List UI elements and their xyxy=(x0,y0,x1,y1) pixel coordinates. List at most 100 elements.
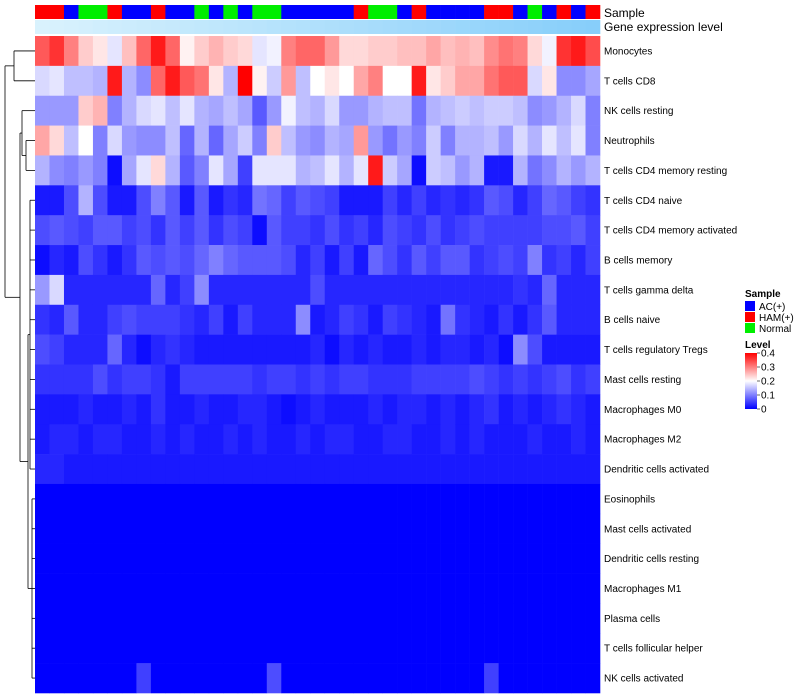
heatmap-cell xyxy=(527,155,543,186)
heatmap-cell xyxy=(223,663,239,694)
sample-cell-normal xyxy=(252,5,268,19)
heatmap-cell xyxy=(469,125,485,156)
heatmap-cell xyxy=(237,274,253,306)
heatmap-cell xyxy=(165,215,181,246)
expression-cell xyxy=(571,20,586,34)
heatmap-cell xyxy=(339,394,355,425)
heatmap-cell xyxy=(295,424,311,455)
heatmap-cell xyxy=(542,334,557,365)
heatmap-cell xyxy=(208,245,224,276)
heatmap-cell xyxy=(397,633,412,664)
heatmap-cell xyxy=(295,603,311,634)
heatmap-cell xyxy=(455,633,470,664)
heatmap-cell xyxy=(252,36,268,67)
heatmap-cell xyxy=(324,334,340,365)
heatmap-cell xyxy=(63,603,79,634)
heatmap-cell xyxy=(455,603,470,634)
heatmap-cell xyxy=(78,483,94,515)
sample-cell-ham xyxy=(498,5,514,19)
heatmap-cell xyxy=(513,483,528,515)
heatmap-cell xyxy=(324,364,340,395)
heatmap-cell xyxy=(513,543,528,574)
heatmap-cell xyxy=(368,334,383,365)
heatmap-cell xyxy=(585,334,601,365)
heatmap-cell xyxy=(223,573,239,604)
heatmap-cell xyxy=(368,95,383,126)
heatmap-cell xyxy=(310,274,326,306)
heatmap-cell xyxy=(368,633,383,664)
heatmap-cell xyxy=(542,95,557,126)
heatmap-cell xyxy=(469,95,485,126)
heatmap-cell xyxy=(223,65,239,97)
heatmap-cell xyxy=(266,513,282,544)
heatmap-cell xyxy=(571,65,586,97)
heatmap-cell xyxy=(165,633,181,664)
expression-cell xyxy=(237,20,253,34)
heatmap-cell xyxy=(411,663,427,694)
heatmap-cell xyxy=(542,304,557,335)
heatmap-cell xyxy=(63,155,79,186)
heatmap-cell xyxy=(150,334,166,365)
heatmap-cell xyxy=(136,454,152,485)
heatmap-cell xyxy=(397,394,412,425)
heatmap-cell xyxy=(556,185,572,216)
heatmap-cell xyxy=(397,304,412,335)
heatmap-cell xyxy=(498,633,514,664)
heatmap-cell xyxy=(339,334,355,365)
sample-cell-ac xyxy=(136,5,152,19)
heatmap-cell xyxy=(78,304,94,335)
heatmap-cell xyxy=(339,573,355,604)
heatmap-cell xyxy=(368,274,383,306)
heatmap-cell xyxy=(165,334,181,365)
heatmap-cell xyxy=(237,424,253,455)
expression-cell xyxy=(484,20,499,34)
heatmap-cell xyxy=(556,245,572,276)
heatmap-cell xyxy=(78,513,94,544)
heatmap-cell xyxy=(556,334,572,365)
sample-annotation-label: Sample xyxy=(604,6,645,20)
heatmap-cell xyxy=(237,304,253,335)
heatmap-cell xyxy=(571,155,586,186)
sample-cell-ac xyxy=(469,5,485,19)
legend-tick-label: 0 xyxy=(761,405,767,416)
heatmap-cell xyxy=(469,65,485,97)
heatmap-cell xyxy=(165,304,181,335)
heatmap-cell xyxy=(179,274,195,306)
row-label: Monocytes xyxy=(604,46,652,57)
heatmap-cell xyxy=(571,543,586,574)
heatmap-cell xyxy=(411,633,427,664)
heatmap-cell xyxy=(324,633,340,664)
sample-cell-ham xyxy=(585,5,601,19)
heatmap-cell xyxy=(542,364,557,395)
heatmap-cell xyxy=(339,125,355,156)
sample-cell-normal xyxy=(78,5,94,19)
heatmap-cell xyxy=(542,454,557,485)
heatmap-cell xyxy=(585,125,601,156)
heatmap-cell xyxy=(266,483,282,515)
heatmap-cell xyxy=(585,543,601,574)
expression-cell xyxy=(397,20,412,34)
heatmap-cell xyxy=(469,155,485,186)
heatmap-cell xyxy=(571,454,586,485)
heatmap-cell xyxy=(513,513,528,544)
heatmap-cell xyxy=(252,245,268,276)
heatmap-cell xyxy=(92,185,108,216)
heatmap-cell xyxy=(498,513,514,544)
heatmap-cell xyxy=(78,573,94,604)
heatmap-cell xyxy=(266,304,282,335)
heatmap-cell xyxy=(382,633,398,664)
row-label: Eosinophils xyxy=(604,494,655,505)
heatmap-cell xyxy=(455,95,470,126)
heatmap-cell xyxy=(194,454,210,485)
heatmap-cell xyxy=(121,304,137,335)
heatmap-cell xyxy=(252,125,268,156)
expression-cell xyxy=(585,20,601,34)
heatmap-cell xyxy=(194,364,210,395)
heatmap-cell xyxy=(440,215,456,246)
row-label: T cells CD8 xyxy=(604,76,656,87)
heatmap-cell xyxy=(498,334,514,365)
heatmap-cell xyxy=(136,304,152,335)
heatmap-cell xyxy=(281,274,297,306)
heatmap-cell xyxy=(310,245,326,276)
heatmap-cell xyxy=(281,185,297,216)
